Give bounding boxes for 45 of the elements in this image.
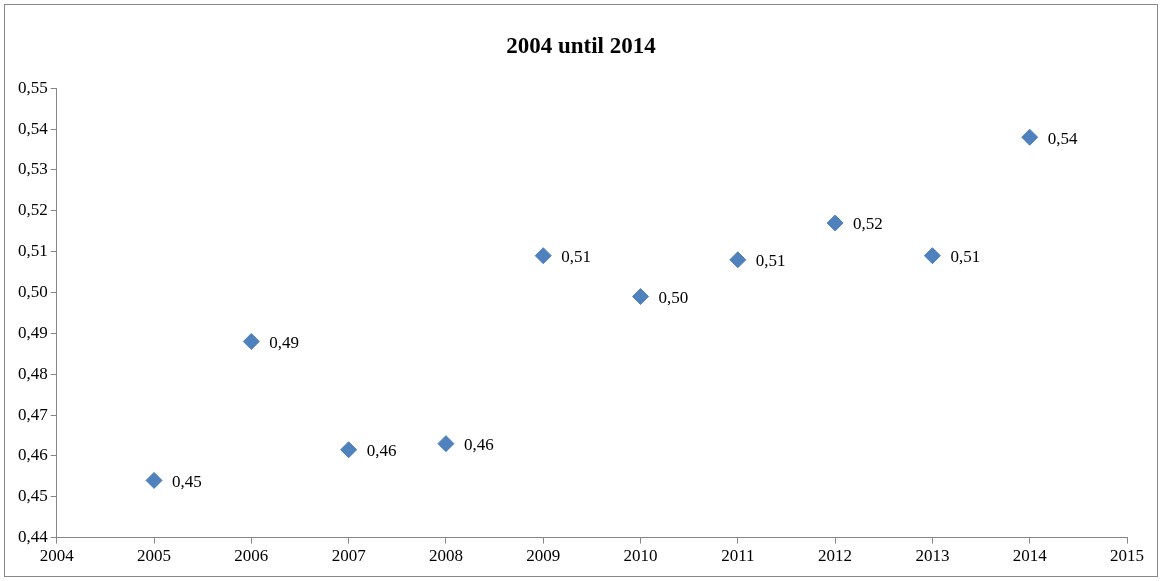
x-tick-label: 2011 <box>721 546 755 566</box>
y-tick-label: 0,49 <box>18 322 48 342</box>
point <box>826 214 844 232</box>
y-tick-label: 0,52 <box>18 200 48 220</box>
point <box>242 333 260 350</box>
y-tick-label: 0,54 <box>18 118 49 138</box>
y-tick-label: 0,53 <box>18 159 48 179</box>
x-tick-label: 2015 <box>1110 546 1144 566</box>
y-tick-label: 0,48 <box>18 363 48 383</box>
x-tick-label: 2013 <box>915 546 950 566</box>
x-tick-label: 2006 <box>234 546 269 566</box>
y-tick-label: 0,55 <box>18 77 48 97</box>
data-label: 0,51 <box>950 247 981 267</box>
data-label: 0,45 <box>172 471 202 491</box>
x-tick-label: 2009 <box>526 546 561 566</box>
data-label: 0,51 <box>755 251 786 271</box>
x-tick-label: 2007 <box>331 546 367 566</box>
y-tick-label: 0,46 <box>18 445 48 465</box>
point <box>1021 128 1039 146</box>
data-label: 0,46 <box>463 435 494 455</box>
point <box>729 251 747 269</box>
x-tick-label: 2008 <box>428 546 463 566</box>
y-tick-label: 0,44 <box>18 527 49 547</box>
point <box>340 441 358 459</box>
x-tick-label: 2012 <box>818 546 853 566</box>
point <box>632 288 650 306</box>
y-tick-label: 0,50 <box>18 281 48 301</box>
x-tick-label: 2005 <box>137 546 172 566</box>
y-tick-label: 0,51 <box>18 241 48 261</box>
data-label: 0,46 <box>366 441 397 461</box>
y-tick-label: 0,45 <box>18 486 48 506</box>
x-tick-label: 2010 <box>623 546 658 566</box>
x-tick-label: 2014 <box>1012 546 1048 566</box>
y-tick-label: 0,47 <box>18 404 49 424</box>
point <box>534 247 552 265</box>
chart-title: 2004 until 2014 <box>505 33 657 59</box>
data-label: 0,50 <box>658 288 689 308</box>
data-label: 0,52 <box>853 214 883 234</box>
point <box>437 435 455 453</box>
point <box>145 471 163 489</box>
data-label: 0,54 <box>1047 128 1078 148</box>
point <box>923 247 941 265</box>
data-label: 0,49 <box>269 332 300 352</box>
x-tick-label: 2004 <box>39 546 75 566</box>
data-label: 0,51 <box>561 247 591 267</box>
